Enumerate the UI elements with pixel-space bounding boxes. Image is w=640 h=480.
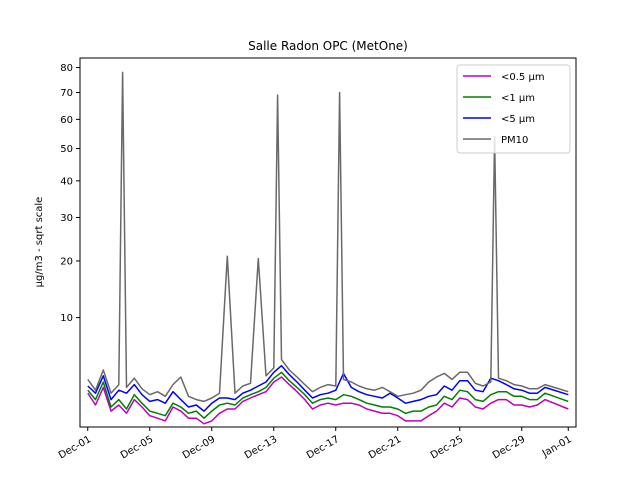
legend-box (456, 64, 571, 154)
series-line-0 (87, 376, 569, 425)
plot-frame (79, 57, 577, 428)
chart-title: Salle Radon OPC (MetOne) (248, 39, 408, 53)
legend-label: <5 µm (501, 114, 535, 125)
y-axis-label: µg/m3 - sqrt scale (34, 197, 45, 288)
legend-label: <1 µm (501, 93, 535, 104)
y-tick-label: 20 (60, 256, 73, 267)
y-tick-label: 30 (60, 213, 73, 224)
plot-area (79, 57, 577, 428)
series-line-3 (87, 71, 569, 403)
y-tick-label: 10 (60, 313, 73, 324)
y-tick-label: 50 (60, 144, 73, 155)
y-axis: 10 20 30 40 50 60 70 80 (60, 63, 80, 324)
series-line-2 (87, 364, 569, 412)
legend-label: <0.5 µm (501, 72, 545, 83)
y-tick-label: 70 (60, 88, 73, 99)
series-line-1 (87, 371, 569, 419)
legend: <0.5 µm <1 µm <5 µm PM10 (456, 64, 571, 154)
legend-label: PM10 (501, 135, 528, 146)
y-tick-label: 40 (60, 176, 73, 187)
y-tick-label: 80 (60, 63, 73, 74)
series-layer (87, 71, 569, 425)
y-tick-label: 60 (60, 115, 73, 126)
